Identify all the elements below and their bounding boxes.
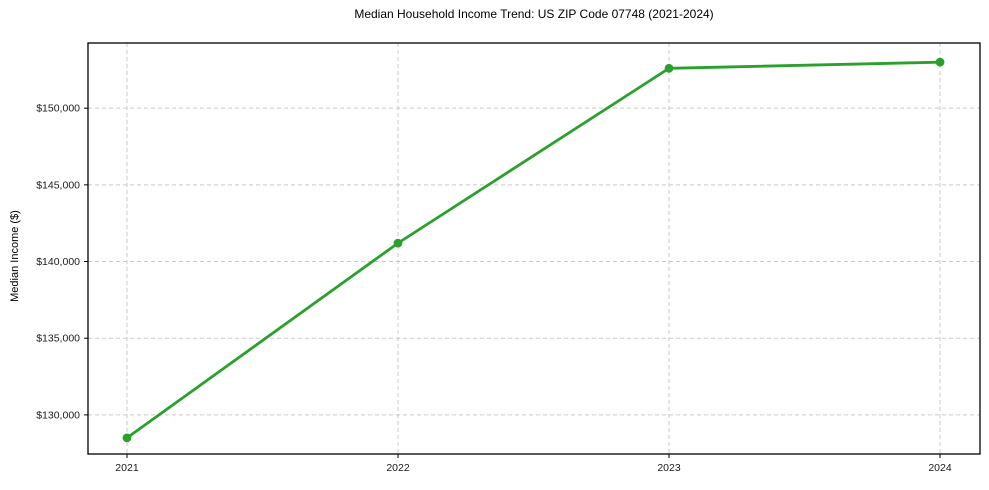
data-point-marker-2024 (935, 57, 945, 67)
y-tick-label: $140,000 (36, 256, 80, 268)
trend-line (125, 60, 942, 440)
y-tick-label: $135,000 (36, 333, 80, 345)
data-point-marker-2022 (393, 238, 403, 248)
y-tick-label: $150,000 (36, 103, 80, 115)
data-point-marker-2021 (122, 433, 132, 443)
y-tick-label: $145,000 (36, 179, 80, 191)
x-tick-label: 2021 (115, 462, 139, 474)
x-tick-label: 2024 (928, 462, 952, 474)
x-tick-label: 2023 (657, 462, 681, 474)
data-point-marker-2023 (664, 63, 674, 73)
chart-title: Median Household Income Trend: US ZIP Co… (354, 7, 714, 21)
y-tick-label: $130,000 (36, 409, 80, 421)
plot-border (87, 42, 981, 455)
x-tick-label: 2022 (386, 462, 410, 474)
